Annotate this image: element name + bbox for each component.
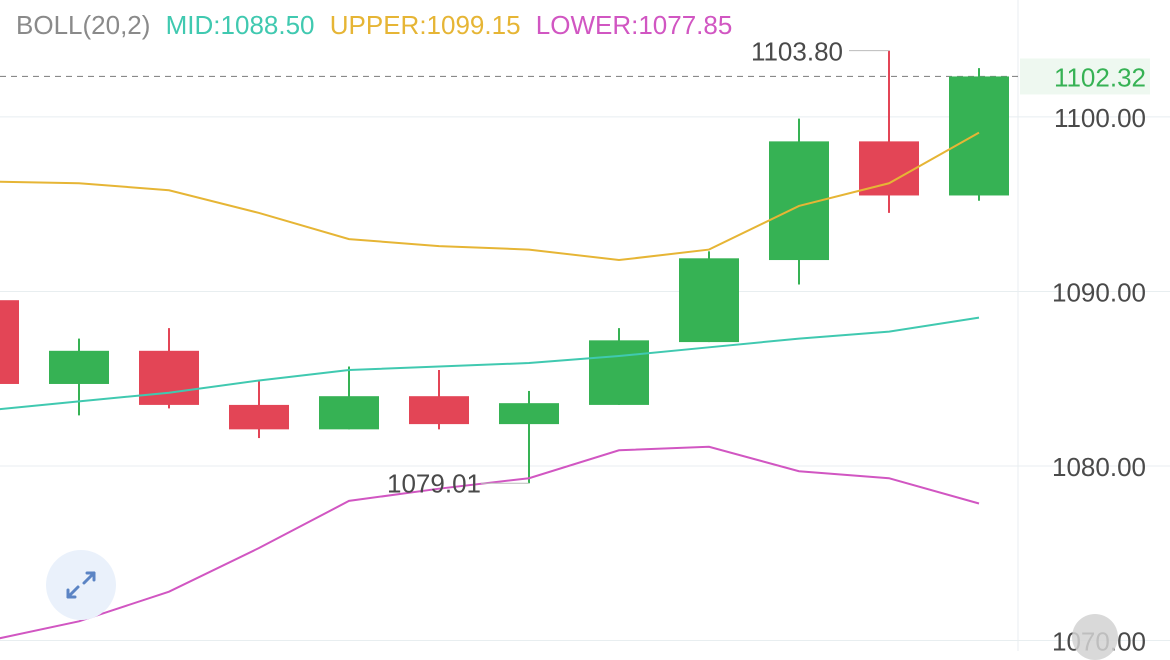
min-price-label: 1079.01 <box>387 468 481 498</box>
candle-body-4 <box>319 396 379 430</box>
candle-body-6 <box>499 403 559 425</box>
max-price-label: 1103.80 <box>751 37 843 67</box>
candle-body-8 <box>679 258 739 343</box>
y-tick-label-2: 1080.00 <box>1052 452 1146 482</box>
candle-body-11 <box>949 76 1009 196</box>
y-tick-label-0: 1100.00 <box>1054 103 1146 133</box>
series-line-lower <box>0 445 980 640</box>
legend-mid-value: MID:1088.50 <box>165 10 315 40</box>
legend-upper-value: UPPER:1099.15 <box>329 10 521 40</box>
candle-body-10 <box>859 141 919 196</box>
current-price-label: 1102.32 <box>1054 62 1146 92</box>
expand-icon <box>66 571 96 599</box>
scroll-corner-button[interactable] <box>1072 614 1118 660</box>
candle-body-7 <box>589 340 649 405</box>
candle-body-3 <box>229 404 289 430</box>
legend-indicator-name: BOLL(20,2) <box>16 10 151 40</box>
current-price-tag <box>1020 58 1150 95</box>
candle-body-1 <box>49 350 109 384</box>
indicator-legend: BOLL(20,2) MID:1088.50 UPPER:1099.15 LOW… <box>16 10 740 41</box>
legend-lower-value: LOWER:1077.85 <box>535 10 733 40</box>
series-line-mid <box>0 316 980 411</box>
candle-body-2 <box>139 350 199 405</box>
expand-button[interactable] <box>46 550 116 620</box>
series-line-upper <box>0 131 980 262</box>
y-tick-label-1: 1090.00 <box>1052 277 1146 307</box>
candle-body-5 <box>409 396 469 425</box>
candle-body-0 <box>0 300 19 384</box>
